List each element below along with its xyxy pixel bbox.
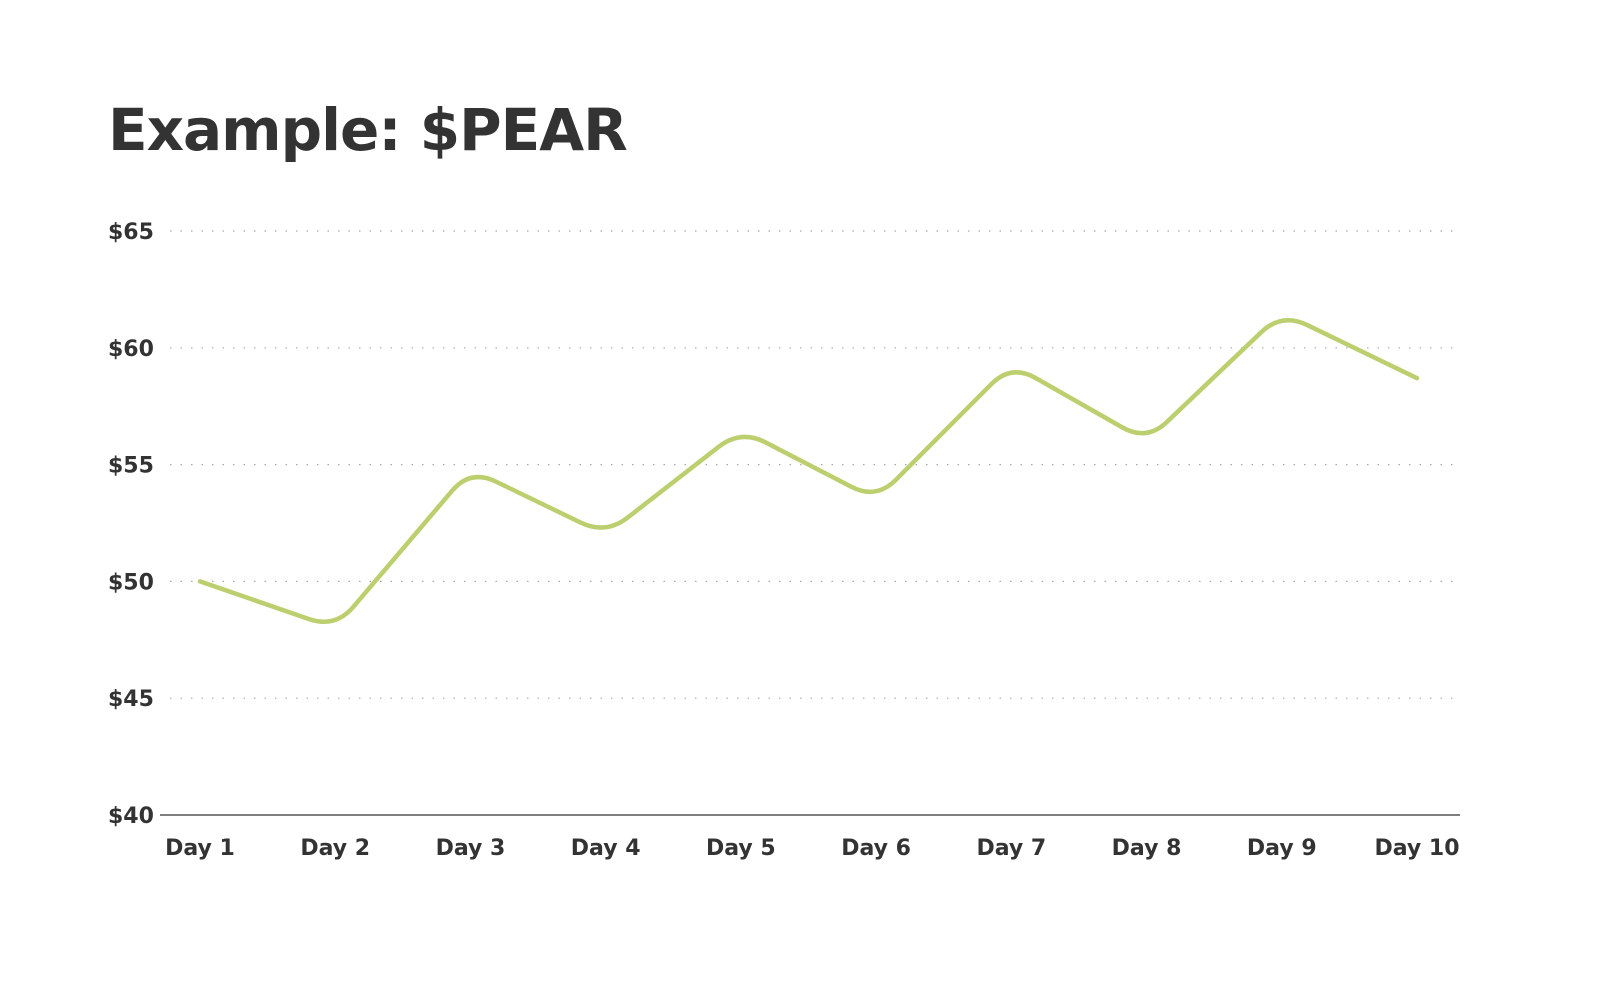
y-tick-label: $55 [108,454,154,479]
x-tick-label: Day 2 [300,836,370,861]
price-line [197,317,1420,624]
y-tick-label: $60 [108,337,154,362]
x-tick-label: Day 3 [436,836,506,861]
y-tick-label: $65 [108,220,154,245]
x-tick-label: Day 1 [165,836,235,861]
x-tick-label: Day 7 [976,836,1046,861]
chart-title: Example: $PEAR [108,96,628,164]
x-tick-label: Day 5 [706,836,776,861]
x-tick-label: Day 4 [571,836,641,861]
x-tick-label: Day 6 [841,836,911,861]
y-tick-label: $40 [108,804,154,829]
x-tick-label: Day 8 [1112,836,1182,861]
x-tick-label: Day 9 [1247,836,1317,861]
y-tick-label: $50 [108,570,154,595]
y-tick-label: $45 [108,687,154,712]
x-tick-label: Day 10 [1374,836,1459,861]
